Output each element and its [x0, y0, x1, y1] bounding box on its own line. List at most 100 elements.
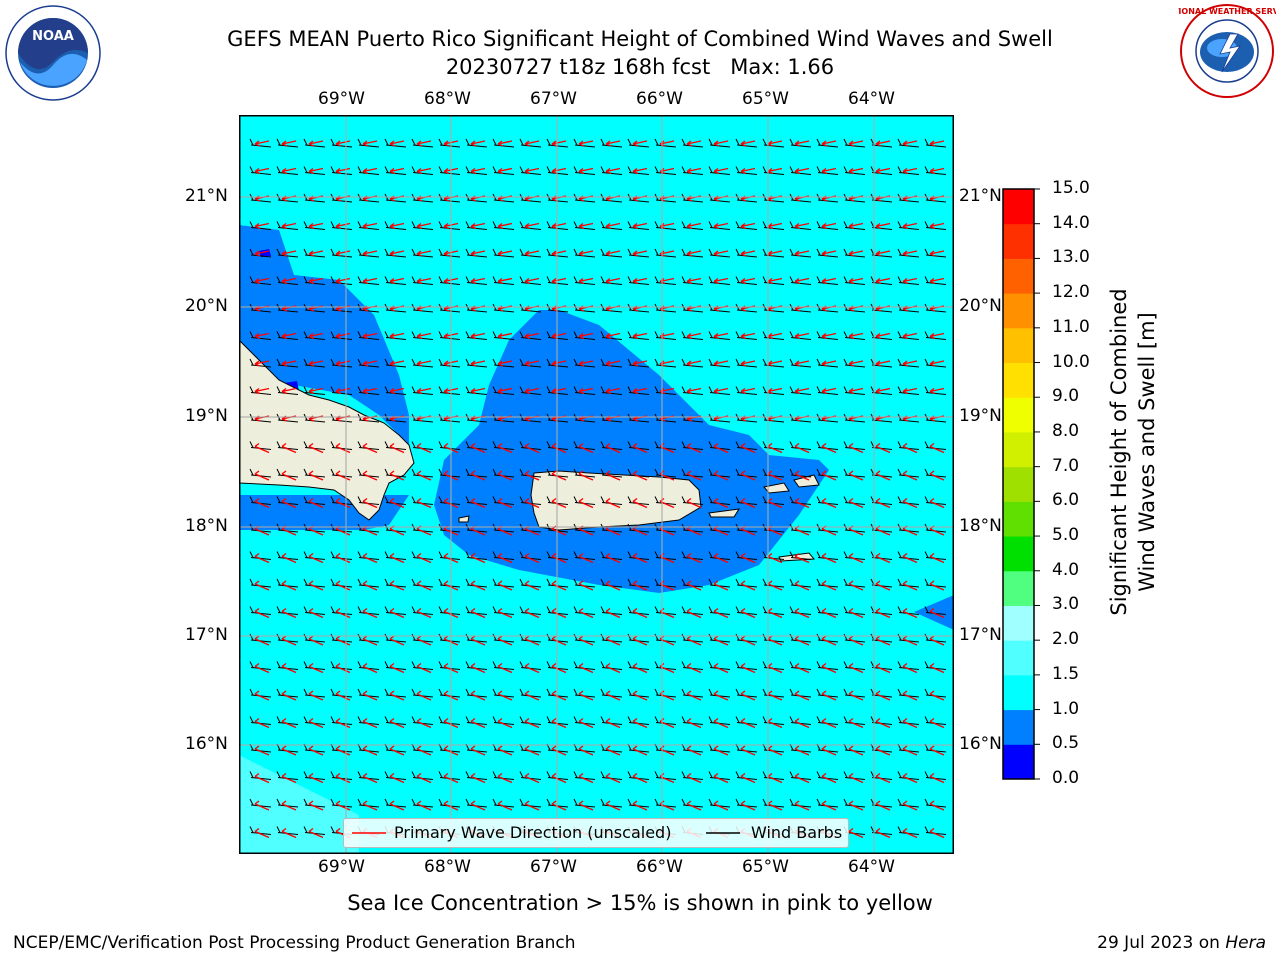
wave-direction-arrow: [929, 167, 945, 175]
wave-direction-arrow: [308, 827, 324, 839]
wave-direction-arrow: [875, 745, 891, 756]
sea-ice-note: Sea Ice Concentration > 15% is shown in …: [347, 891, 933, 915]
wave-direction-arrow: [551, 442, 567, 454]
land-vieques: [708, 508, 740, 518]
wave-direction-arrow: [416, 470, 432, 481]
wave-direction-arrow: [470, 662, 486, 674]
wave-direction-arrow: [686, 332, 702, 340]
wave-direction-arrow: [605, 552, 621, 564]
wave-direction-arrow: [821, 167, 837, 175]
wave-direction-arrow: [794, 497, 810, 509]
wave-direction-arrow: [308, 250, 324, 257]
wind-barb: [276, 166, 299, 175]
wave-direction-arrow: [335, 800, 351, 811]
wave-direction-arrow: [848, 827, 864, 839]
wave-direction-arrow: [875, 470, 891, 481]
wave-direction-arrow: [470, 167, 486, 175]
wave-direction-arrow: [470, 497, 486, 509]
wave-direction-arrow: [416, 332, 432, 340]
wave-direction-arrow: [308, 690, 324, 701]
wave-direction-arrow: [767, 140, 783, 147]
wave-direction-arrow: [875, 827, 891, 839]
wind-barb: [276, 248, 299, 258]
wave-direction-arrow: [362, 552, 378, 564]
lat-label-left: 16°N: [185, 734, 228, 754]
wave-direction-arrow: [821, 277, 837, 285]
wave-direction-arrow: [902, 470, 918, 481]
wind-barb: [357, 276, 380, 285]
wind-barb: [465, 248, 488, 258]
wave-direction-legend-swatch: [352, 832, 386, 834]
wave-direction-arrow: [578, 717, 594, 729]
wave-direction-arrow: [416, 387, 432, 395]
lat-label-left: 18°N: [185, 516, 228, 536]
wave-direction-arrow: [794, 470, 810, 481]
wave-direction-arrow: [578, 690, 594, 701]
colorbar-tick-label: 14.0: [1052, 212, 1090, 233]
wave-direction-arrow: [281, 360, 297, 367]
wave-direction-arrow: [605, 277, 621, 285]
wind-barb: [816, 138, 839, 148]
wave-direction-arrow: [686, 167, 702, 175]
wave-direction-arrow: [578, 662, 594, 674]
wind-barb: [411, 221, 434, 230]
wave-direction-arrow: [389, 772, 405, 784]
wave-direction-arrow: [821, 387, 837, 395]
wave-direction-arrow: [362, 442, 378, 454]
wind-barb: [573, 221, 596, 230]
wave-direction-arrow: [524, 332, 540, 340]
wave-direction-arrow: [605, 580, 621, 591]
wave-direction-arrow: [254, 662, 270, 674]
map-frame: [239, 115, 954, 854]
wave-direction-arrow: [551, 222, 567, 230]
wave-direction-arrow: [578, 442, 594, 454]
wave-direction-arrow: [470, 387, 486, 395]
wind-barb: [708, 331, 731, 340]
wave-direction-arrow: [713, 772, 729, 784]
wave-direction-arrow: [767, 745, 783, 756]
noaa-logo: NOAA: [5, 5, 101, 101]
wave-direction-arrow: [929, 745, 945, 756]
wave-direction-arrow: [821, 442, 837, 454]
lat-label-right: 18°N: [959, 516, 1002, 536]
wave-direction-arrow: [389, 387, 405, 395]
wave-direction-arrow: [767, 250, 783, 257]
wind-barb: [276, 221, 299, 230]
colorbar-cell: [1003, 293, 1034, 329]
wave-direction-arrow: [632, 442, 648, 454]
wind-barb: [897, 386, 920, 395]
wave-direction-arrow: [686, 690, 702, 701]
wave-direction-arrow: [470, 140, 486, 147]
wave-direction-arrow: [848, 580, 864, 591]
wave-direction-arrow: [605, 222, 621, 230]
wave-direction-arrow: [848, 332, 864, 340]
wave-direction-arrow: [254, 222, 270, 230]
wave-direction-arrow: [578, 470, 594, 481]
wave-direction-arrow: [767, 690, 783, 701]
wind-barb: [681, 248, 704, 258]
wave-direction-arrow: [416, 772, 432, 784]
wind-barb: [330, 248, 353, 258]
wave-direction-arrow: [929, 690, 945, 701]
wind-barb: [330, 166, 353, 175]
wave-direction-arrow: [551, 607, 567, 619]
wind-barb: [411, 138, 434, 148]
wind-barb: [249, 358, 272, 368]
wave-direction-arrow: [551, 690, 567, 701]
wind-barb: [384, 248, 407, 258]
wave-direction-arrow: [254, 690, 270, 701]
wave-direction-arrow: [848, 167, 864, 175]
wind-barb: [330, 138, 353, 148]
wave-direction-arrow: [254, 332, 270, 340]
lon-label-top: 64°W: [848, 89, 895, 109]
wind-barb: [789, 221, 812, 230]
noaa-logo-text: NOAA: [32, 29, 74, 44]
wind-barb: [249, 276, 272, 285]
wind-barb: [438, 358, 461, 368]
colorbar-tick-label: 7.0: [1052, 455, 1080, 476]
wind-barb: [573, 386, 596, 395]
wave-direction-arrow: [416, 662, 432, 674]
wave-direction-arrow: [335, 387, 351, 395]
colorbar-cell: [1003, 709, 1034, 745]
wave-direction-arrow: [767, 607, 783, 619]
